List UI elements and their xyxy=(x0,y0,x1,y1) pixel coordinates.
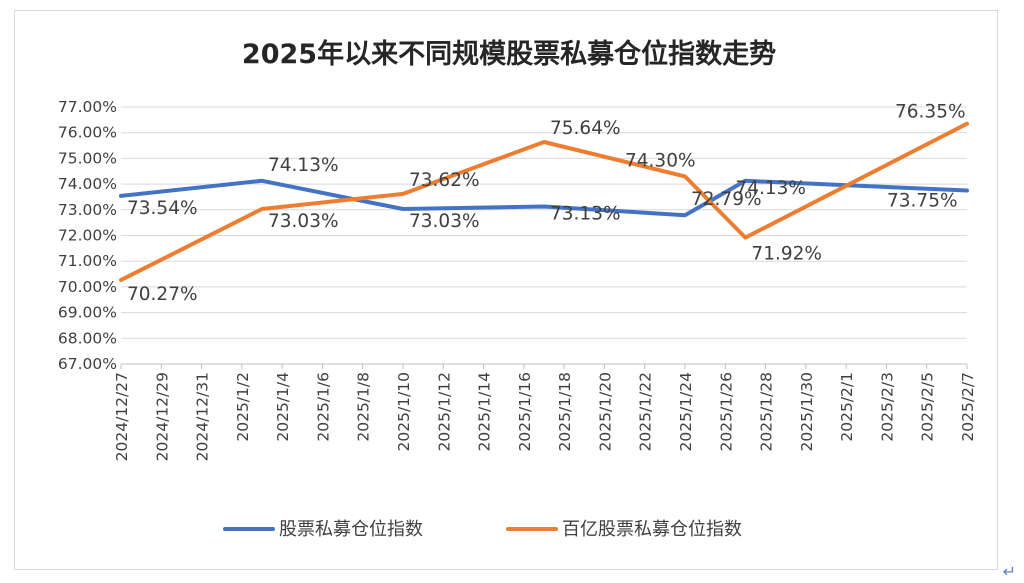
y-tick-label: 68.00% xyxy=(58,329,117,347)
series-line xyxy=(119,121,969,282)
data-label: 74.13% xyxy=(268,155,339,176)
data-label: 75.64% xyxy=(550,118,621,139)
legend-label: 百亿股票私募仓位指数 xyxy=(562,519,742,540)
y-tick-label: 70.00% xyxy=(58,278,117,296)
x-tick-label: 2025/2/1 xyxy=(838,372,856,442)
data-label: 74.13% xyxy=(735,178,806,199)
x-tick-label: 2025/1/6 xyxy=(314,372,332,442)
x-tick-label: 2025/1/12 xyxy=(435,372,453,451)
y-tick-label: 69.00% xyxy=(58,304,117,322)
chart-frame: 2025年以来不同规模股票私募仓位指数走势 67.00% 68.00% 69.00%… xyxy=(14,10,998,570)
x-tick-label: 2025/1/18 xyxy=(556,372,574,451)
series-line xyxy=(119,178,969,218)
legend: 股票私募仓位指数 百亿股票私募仓位指数 xyxy=(223,519,742,540)
data-label: 73.62% xyxy=(409,170,480,191)
x-tick-label: 2024/12/27 xyxy=(113,372,131,461)
data-labels: 73.54%74.13%73.03% 73.13%72.79%74.13%73.7… xyxy=(127,102,966,305)
data-label: 74.30% xyxy=(625,150,696,171)
data-label: 71.92% xyxy=(751,244,822,265)
chart-title: 2025年以来不同规模股票私募仓位指数走势 xyxy=(242,38,776,70)
x-tick-label: 2025/1/8 xyxy=(355,372,373,442)
y-tick-label: 73.00% xyxy=(58,201,117,219)
x-tick-label: 2024/12/31 xyxy=(194,372,212,461)
x-tick-label: 2025/1/28 xyxy=(758,372,776,451)
x-tick-label: 2024/12/29 xyxy=(153,372,171,461)
x-tick-label: 2025/1/26 xyxy=(717,372,735,451)
y-tick-label: 77.00% xyxy=(58,98,117,116)
paragraph-mark: ↵ xyxy=(1002,562,1016,581)
gridlines xyxy=(121,106,967,365)
x-tick-label: 2025/1/14 xyxy=(476,372,494,451)
x-axis: 2024/12/27 2024/12/29 2024/12/31 2025/1/2 20… xyxy=(113,363,977,461)
x-tick-label: 2025/1/4 xyxy=(274,372,292,442)
x-tick-label: 2025/2/5 xyxy=(919,372,937,442)
x-tick-label: 2025/1/2 xyxy=(234,372,252,442)
y-tick-label: 75.00% xyxy=(58,149,117,167)
legend-label: 股票私募仓位指数 xyxy=(279,519,423,540)
x-tick-label: 2025/1/24 xyxy=(677,372,695,451)
series-lines xyxy=(119,121,969,282)
line-chart: 2025年以来不同规模股票私募仓位指数走势 67.00% 68.00% 69.00%… xyxy=(58,38,977,540)
y-tick-label: 76.00% xyxy=(58,124,117,142)
data-label: 72.79% xyxy=(691,189,762,210)
data-label: 73.03% xyxy=(409,211,480,232)
data-label: 70.27% xyxy=(127,284,198,305)
data-label: 73.13% xyxy=(550,203,621,224)
y-tick-label: 71.00% xyxy=(58,252,117,270)
y-tick-label: 67.00% xyxy=(58,355,117,373)
data-label: 73.03% xyxy=(268,211,339,232)
data-label: 76.35% xyxy=(895,102,966,123)
x-tick-label: 2025/2/7 xyxy=(959,372,977,442)
x-tick-label: 2025/1/22 xyxy=(637,372,655,451)
data-label: 73.75% xyxy=(887,191,958,212)
x-tick-label: 2025/2/3 xyxy=(878,372,896,442)
y-tick-label: 72.00% xyxy=(58,227,117,245)
y-tick-label: 74.00% xyxy=(58,175,117,193)
x-tick-label: 2025/1/20 xyxy=(596,372,614,451)
x-tick-label: 2025/1/10 xyxy=(395,372,413,451)
x-tick-label: 2025/1/16 xyxy=(516,372,534,451)
x-tick-label: 2025/1/30 xyxy=(798,372,816,451)
data-label: 73.54% xyxy=(127,198,198,219)
y-axis: 67.00% 68.00% 69.00% 70.00% 71.00% 72.00% 73.0… xyxy=(58,98,117,373)
